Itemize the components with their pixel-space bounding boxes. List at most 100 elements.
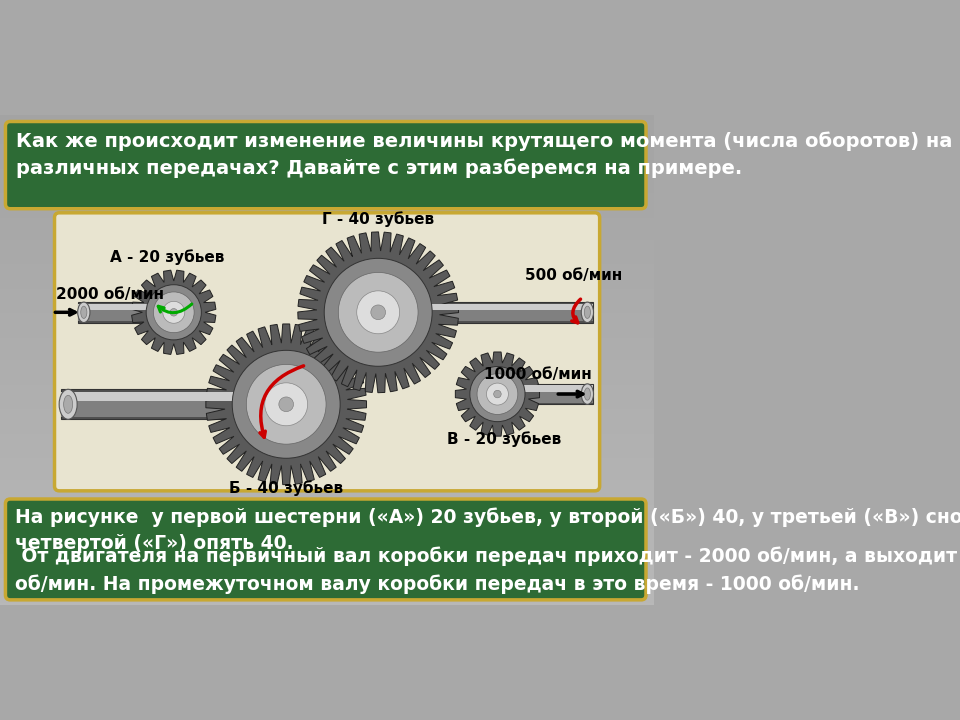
- Bar: [0, 400, 654, 402]
- Bar: [0, 451, 654, 453]
- Bar: [0, 456, 654, 458]
- Circle shape: [324, 258, 432, 366]
- Ellipse shape: [581, 384, 593, 405]
- Polygon shape: [298, 232, 459, 392]
- Bar: [0, 453, 654, 456]
- Bar: [0, 151, 654, 154]
- Text: Г - 40 зубьев: Г - 40 зубьев: [323, 211, 434, 227]
- Bar: [0, 323, 654, 325]
- Bar: [0, 505, 654, 507]
- Bar: [0, 416, 654, 419]
- Polygon shape: [488, 384, 593, 405]
- Bar: [0, 186, 654, 189]
- Bar: [0, 552, 654, 554]
- Bar: [0, 473, 654, 475]
- Bar: [0, 222, 654, 225]
- Bar: [0, 482, 654, 485]
- Bar: [0, 117, 654, 120]
- Bar: [0, 225, 654, 228]
- Ellipse shape: [60, 390, 77, 419]
- Bar: [0, 485, 654, 487]
- Polygon shape: [455, 352, 540, 436]
- Bar: [0, 184, 654, 186]
- Circle shape: [357, 291, 399, 334]
- Bar: [0, 365, 654, 367]
- Bar: [0, 179, 654, 181]
- Bar: [0, 446, 654, 449]
- Bar: [0, 588, 654, 590]
- Bar: [0, 238, 654, 240]
- Bar: [0, 503, 654, 505]
- Bar: [0, 203, 654, 205]
- Bar: [0, 500, 654, 503]
- Bar: [0, 397, 654, 400]
- Bar: [0, 449, 654, 451]
- Bar: [0, 264, 654, 267]
- Bar: [0, 318, 654, 320]
- Bar: [0, 228, 654, 230]
- Bar: [0, 466, 654, 468]
- Ellipse shape: [78, 302, 90, 323]
- Polygon shape: [360, 302, 593, 323]
- Bar: [0, 377, 654, 379]
- Bar: [0, 205, 654, 208]
- Bar: [0, 120, 654, 122]
- Bar: [0, 387, 654, 390]
- Bar: [0, 284, 654, 287]
- Bar: [0, 276, 654, 279]
- Bar: [0, 507, 654, 510]
- Bar: [0, 181, 654, 184]
- Bar: [0, 215, 654, 217]
- Bar: [0, 367, 654, 370]
- Bar: [0, 304, 654, 306]
- Bar: [0, 191, 654, 193]
- Bar: [0, 522, 654, 524]
- Bar: [0, 338, 654, 341]
- Bar: [0, 576, 654, 578]
- Circle shape: [477, 374, 517, 415]
- Bar: [0, 149, 654, 151]
- Bar: [0, 527, 654, 529]
- Bar: [0, 267, 654, 269]
- Bar: [0, 544, 654, 546]
- Bar: [0, 137, 654, 139]
- Bar: [0, 515, 654, 517]
- Polygon shape: [205, 324, 367, 485]
- Bar: [0, 171, 654, 174]
- Bar: [0, 374, 654, 377]
- Bar: [0, 409, 654, 412]
- Text: 500 об/мин: 500 об/мин: [525, 268, 622, 282]
- Bar: [0, 362, 654, 365]
- Bar: [0, 299, 654, 301]
- Polygon shape: [61, 390, 311, 419]
- Bar: [0, 144, 654, 147]
- Bar: [0, 392, 654, 395]
- Polygon shape: [79, 302, 183, 323]
- Bar: [0, 154, 654, 156]
- Text: А - 20 зубьев: А - 20 зубьев: [109, 249, 224, 265]
- Bar: [0, 208, 654, 210]
- Bar: [0, 534, 654, 536]
- Bar: [0, 390, 654, 392]
- Bar: [0, 529, 654, 531]
- Bar: [0, 419, 654, 421]
- Bar: [0, 233, 654, 235]
- Ellipse shape: [81, 306, 87, 318]
- Circle shape: [493, 390, 501, 398]
- Bar: [0, 581, 654, 583]
- Bar: [0, 578, 654, 581]
- Text: 2000 об/мин: 2000 об/мин: [56, 287, 164, 302]
- Bar: [0, 426, 654, 428]
- Bar: [0, 350, 654, 353]
- Circle shape: [278, 397, 294, 412]
- Bar: [0, 122, 654, 125]
- Bar: [0, 490, 654, 492]
- FancyBboxPatch shape: [55, 213, 600, 491]
- Polygon shape: [132, 270, 216, 354]
- Ellipse shape: [585, 388, 590, 400]
- Circle shape: [154, 292, 194, 333]
- Bar: [0, 519, 654, 522]
- Bar: [0, 201, 654, 203]
- Bar: [0, 135, 654, 137]
- Circle shape: [247, 364, 326, 444]
